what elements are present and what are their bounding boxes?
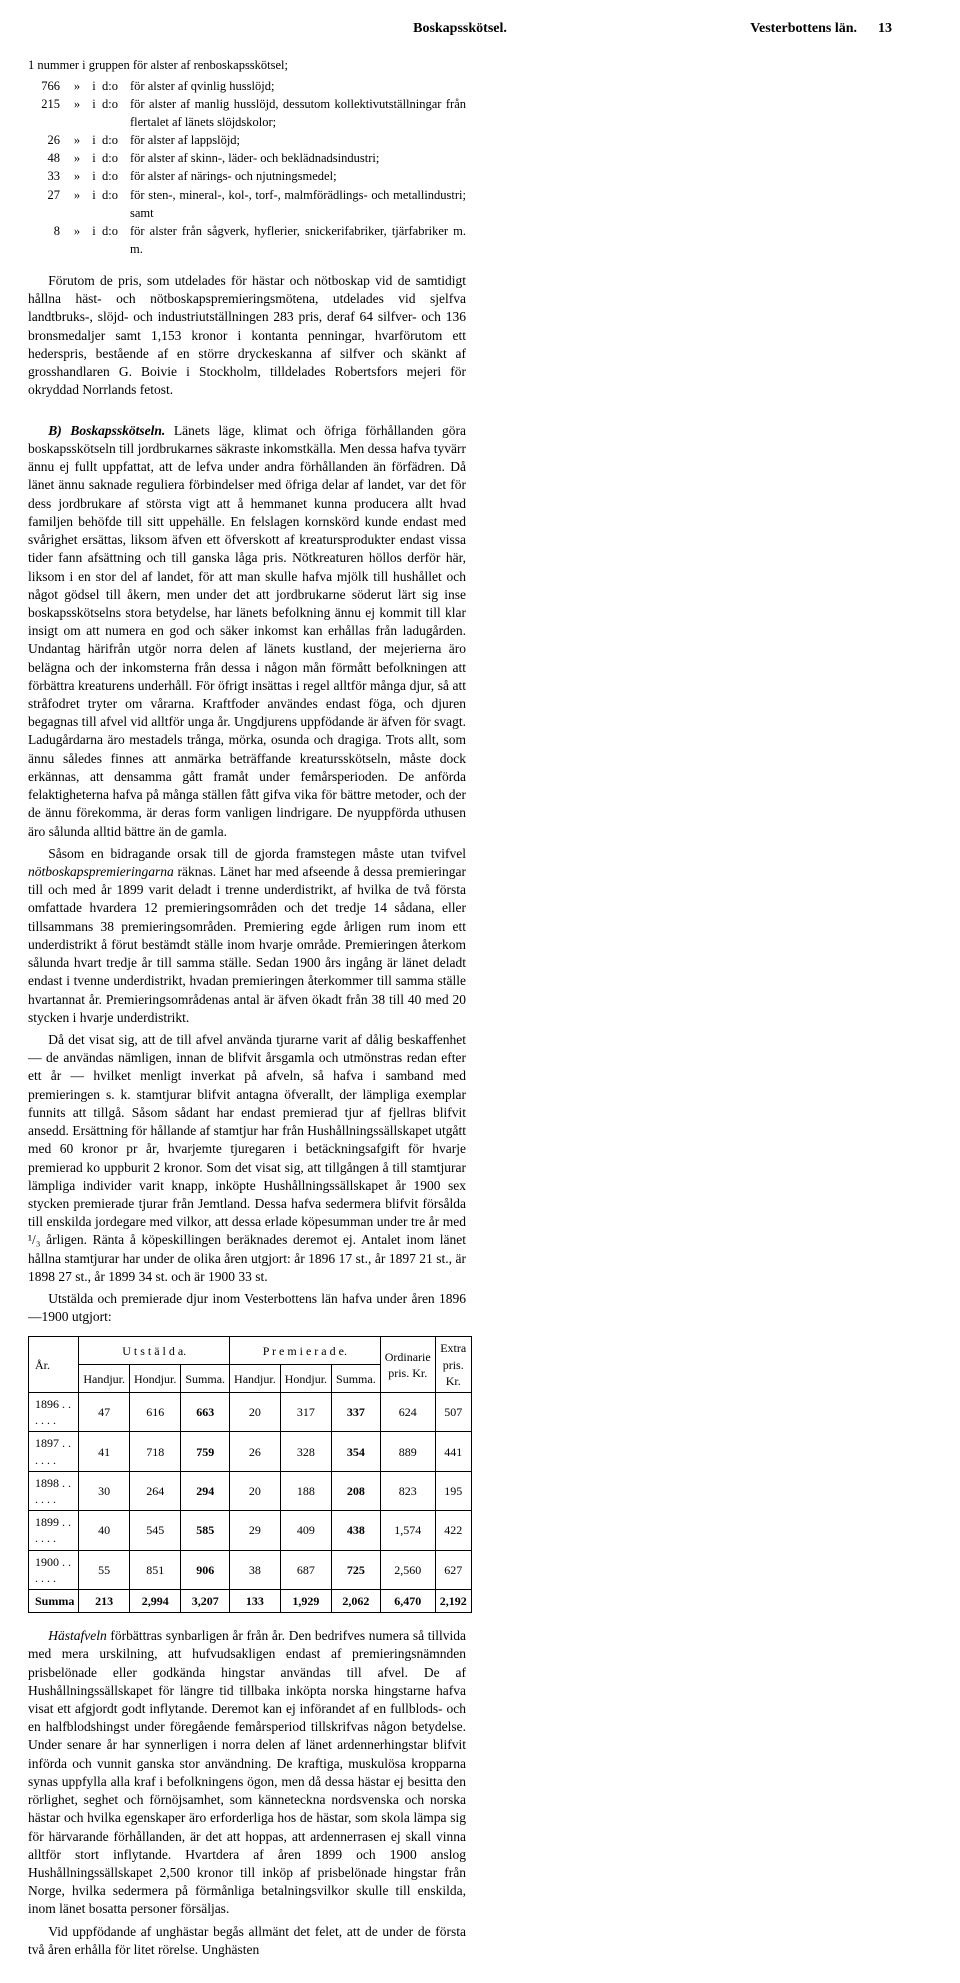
list-i: i xyxy=(86,167,102,185)
list-num: 33 xyxy=(28,167,68,185)
list-text: för alster af lappslöjd; xyxy=(130,131,466,149)
emphasis: nötboskapspremieringarna xyxy=(28,864,174,879)
list-i: i xyxy=(86,77,102,95)
list-item: 215»id:oför alster af manlig husslöjd, d… xyxy=(28,95,466,131)
table-intro: Utstälda och premierade djur inom Vester… xyxy=(28,1290,466,1326)
list-text: för alster af närings- och njutningsmede… xyxy=(130,167,466,185)
list-i: i xyxy=(86,149,102,167)
col-group-utst: U t s t ä l d a. xyxy=(79,1337,230,1365)
col-extra: Extra pris. Kr. xyxy=(435,1337,471,1393)
list-i: i xyxy=(86,95,102,113)
list-text: för alster från sågverk, hyflerier, snic… xyxy=(130,222,466,258)
paragraph: Vid uppfödande af unghästar begås allmän… xyxy=(28,1923,466,1959)
list-num: 215 xyxy=(28,95,68,113)
list-item: 33»id:oför alster af närings- och njutni… xyxy=(28,167,466,185)
col-sub: Hondjur. xyxy=(130,1365,181,1393)
list-num: 26 xyxy=(28,131,68,149)
list-intro: 1 nummer i gruppen för alster af renbosk… xyxy=(28,57,466,74)
table-row: 1897 . . . . . .4171875926328354889441 xyxy=(29,1432,472,1471)
table-row: 1899 . . . . . .40545585294094381,574422 xyxy=(29,1511,472,1550)
section-lead-italic: Hästafveln xyxy=(48,1628,107,1643)
page-number: 13 xyxy=(878,21,892,36)
list-text: för alster af manlig husslöjd, dessutom … xyxy=(130,95,466,131)
livestock-table: År. U t s t ä l d a. P r e m i e r a d e… xyxy=(28,1336,472,1613)
list-num: 27 xyxy=(28,186,68,204)
section-lead: B) Boskapsskötseln. xyxy=(48,423,165,438)
paragraph: Förutom de pris, som utdelades för hästa… xyxy=(28,272,466,400)
col-group-prem: P r e m i e r a d e. xyxy=(230,1337,381,1365)
list-mark: » xyxy=(68,77,86,95)
col-sub: Handjur. xyxy=(79,1365,130,1393)
list-item: 8»id:oför alster från sågverk, hyflerier… xyxy=(28,222,466,258)
table-sum-row: Summa2132,9943,2071331,9292,0626,4702,19… xyxy=(29,1589,472,1612)
paragraph: Då det visat sig, att de till afvel anvä… xyxy=(28,1031,466,1286)
list-mark: » xyxy=(68,131,86,149)
table-row: 1896 . . . . . .4761666320317337624507 xyxy=(29,1393,472,1432)
list-num: 48 xyxy=(28,149,68,167)
prize-list: 1 nummer i gruppen för alster af renbosk… xyxy=(28,57,466,258)
list-mark: » xyxy=(68,222,86,240)
page-header: Boskapsskötsel. Vesterbottens län. 13 xyxy=(28,20,932,39)
col-sub: Hondjur. xyxy=(280,1365,331,1393)
list-num: 766 xyxy=(28,77,68,95)
col-ord: Ordinarie pris. Kr. xyxy=(380,1337,435,1393)
paragraph-hastafveln: Hästafveln förbättras synbarligen år frå… xyxy=(28,1627,466,1919)
list-item: 26»id:oför alster af lappslöjd; xyxy=(28,131,466,149)
col-sub: Handjur. xyxy=(230,1365,281,1393)
list-i: i xyxy=(86,222,102,240)
col-sub: Summa. xyxy=(332,1365,381,1393)
list-mark: » xyxy=(68,95,86,113)
col-sub: Summa. xyxy=(181,1365,230,1393)
list-i: i xyxy=(86,131,102,149)
list-do: d:o xyxy=(102,77,130,95)
list-item: 48»id:oför alster af skinn-, läder- och … xyxy=(28,149,466,167)
list-text: för alster af qvinlig husslöjd; xyxy=(130,77,466,95)
table-row: 1900 . . . . . .55851906386877252,560627 xyxy=(29,1550,472,1589)
list-do: d:o xyxy=(102,131,130,149)
list-do: d:o xyxy=(102,95,130,113)
list-mark: » xyxy=(68,186,86,204)
list-item: 766»id:oför alster af qvinlig husslöjd; xyxy=(28,77,466,95)
list-do: d:o xyxy=(102,149,130,167)
list-do: d:o xyxy=(102,186,130,204)
table-row: 1898 . . . . . .3026429420188208823195 xyxy=(29,1471,472,1510)
list-text: för sten-, mineral-, kol-, torf-, malmfö… xyxy=(130,186,466,222)
list-i: i xyxy=(86,186,102,204)
paragraph-boskap: B) Boskapsskötseln. Länets läge, klimat … xyxy=(28,422,466,841)
header-title: Boskapsskötsel. xyxy=(316,20,604,39)
list-num: 8 xyxy=(28,222,68,240)
list-text: för alster af skinn-, läder- och beklädn… xyxy=(130,149,466,167)
paragraph: Såsom en bidragande orsak till de gjorda… xyxy=(28,845,466,1027)
list-do: d:o xyxy=(102,167,130,185)
list-mark: » xyxy=(68,149,86,167)
list-do: d:o xyxy=(102,222,130,240)
list-item: 27»id:oför sten-, mineral-, kol-, torf-,… xyxy=(28,186,466,222)
list-mark: » xyxy=(68,167,86,185)
header-region: Vesterbottens län. xyxy=(750,21,857,36)
col-year: År. xyxy=(29,1337,79,1393)
